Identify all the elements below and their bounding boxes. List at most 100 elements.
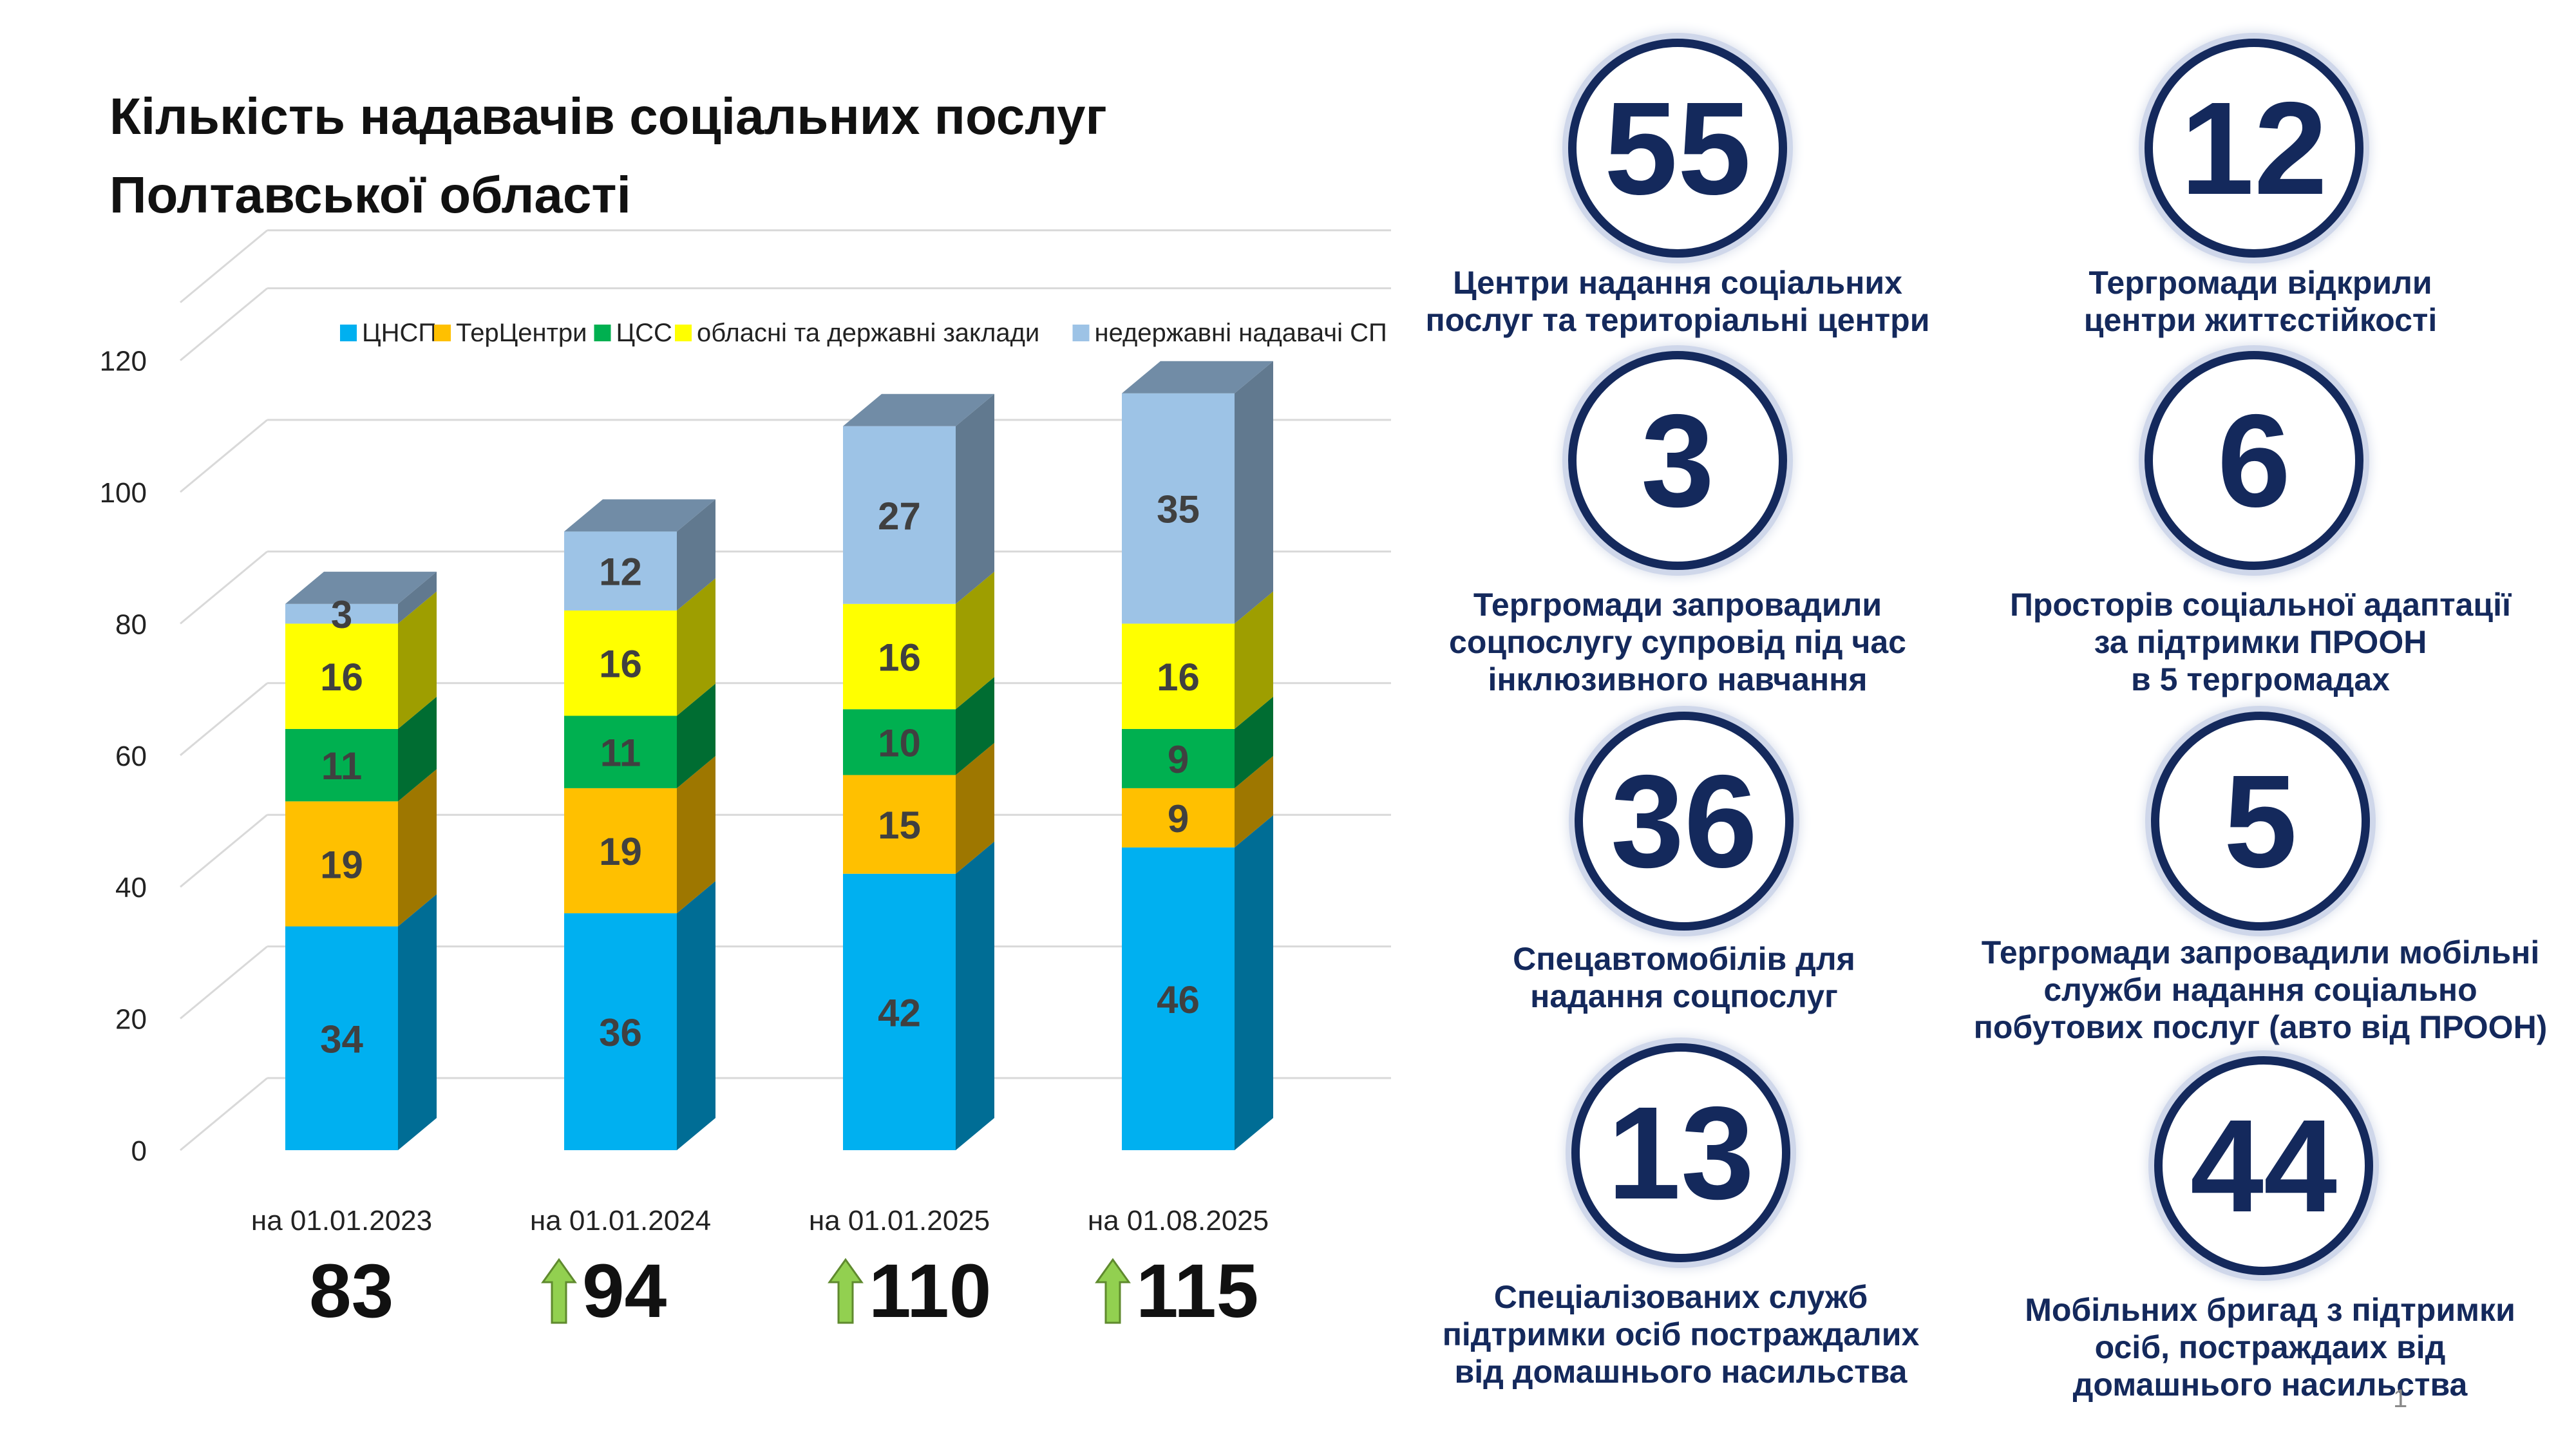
bar-segment-front — [843, 709, 956, 775]
legend-label: обласні та державні заклади — [697, 319, 1039, 347]
stat-label-adaptation: Просторів соціальної адаптації за підтри… — [1964, 586, 2557, 698]
bar-top-face — [1122, 361, 1273, 393]
bar-segment-обласні та державні заклади: 16 — [564, 578, 715, 716]
stat-circle-resilience: 12 — [2145, 39, 2363, 258]
stat-circle-mobile-services: 5 — [2151, 712, 2370, 931]
bar-segment-side — [398, 571, 437, 624]
bar-segment-front — [564, 531, 677, 611]
gridline-diagonal — [180, 682, 268, 756]
bar-segment-ТерЦентри: 19 — [564, 755, 715, 914]
stat-label-line: Просторів соціальної адаптації — [2009, 587, 2512, 623]
y-tick-label: 20 — [115, 1004, 147, 1036]
legend-swatch — [594, 325, 611, 341]
bar-segment-side — [956, 393, 994, 604]
bar-segment-ЦНСП: 42 — [843, 841, 994, 1150]
stat-label-line: Спецавтомобілів для — [1513, 941, 1855, 977]
bar-data-label: 15 — [878, 804, 921, 847]
bar-data-label: 27 — [878, 495, 921, 538]
stat-circle-inclusive: 3 — [1568, 351, 1787, 570]
stat-label-line: побутових послуг (авто від ПРООН) — [1973, 1009, 2548, 1045]
bar-segment-side — [1235, 755, 1273, 848]
title-line-2: Полтавської області — [109, 166, 631, 223]
bar-top-face — [564, 499, 715, 532]
stat-label-line: Спеціалізованих служб — [1493, 1279, 1868, 1315]
bar-segment-side — [677, 881, 715, 1150]
x-tick-label: на 01.08.2025 — [1088, 1205, 1269, 1236]
stat-label-line: Тергромади запровадили — [1473, 587, 1882, 623]
bar-segment-side — [1235, 361, 1273, 624]
bar-segment-side — [956, 677, 994, 775]
bar-segment-front — [285, 728, 398, 802]
bar-segment-front — [285, 801, 398, 927]
bar-segment-front — [843, 775, 956, 874]
bar-data-label: 9 — [1168, 738, 1189, 781]
x-tick-label: на 01.01.2024 — [530, 1205, 711, 1236]
stat-number: 44 — [2190, 1092, 2338, 1240]
y-tick-label: 100 — [100, 477, 147, 509]
bar-segment-side — [677, 683, 715, 788]
bar-segment-front — [843, 603, 956, 710]
bar-data-label: 34 — [320, 1018, 363, 1061]
up-arrow-icon — [828, 1258, 864, 1324]
gridline-diagonal — [180, 551, 268, 625]
stat-label-line: в 5 тергромадах — [2131, 661, 2390, 697]
total-value: 110 — [869, 1249, 992, 1334]
bar-segment-обласні та державні заклади: 16 — [285, 591, 437, 729]
legend-item: ЦСС — [594, 319, 672, 347]
legend-label: недержавні надавачі СП — [1095, 319, 1387, 347]
bar-segment-side — [1235, 591, 1273, 729]
bar-segment-front — [843, 873, 956, 1150]
bar-segment-недержавні надавачі СП: 12 — [564, 499, 715, 611]
stat-label-violence-services: Спеціалізованих служб підтримки осіб пос… — [1385, 1278, 1977, 1390]
gridline-diagonal — [180, 814, 268, 888]
bar-segment-front — [843, 426, 956, 604]
bar-segment-ТерЦентри: 9 — [1122, 755, 1273, 848]
bar-segment-side — [956, 841, 994, 1150]
bar-segment-ТерЦентри: 15 — [843, 743, 994, 874]
bar-segment-front — [1122, 623, 1235, 729]
stat-circle-mobile-teams: 44 — [2154, 1056, 2373, 1275]
bar-segment-ЦСС: 11 — [285, 696, 437, 802]
stat-label-line: від домашнього насильства — [1454, 1354, 1908, 1390]
stat-number: 12 — [2180, 74, 2328, 222]
stat-number: 5 — [2223, 747, 2297, 895]
bar-data-label: 16 — [320, 656, 363, 699]
bar-segment-ЦСС: 9 — [1122, 696, 1273, 788]
legend-item: ТерЦентри — [434, 319, 587, 347]
stat-label-line: Мобільних бригад з підтримки — [2025, 1292, 2515, 1328]
stat-label-mobile-services: Тергромади запровадили мобільні служби н… — [1964, 934, 2557, 1046]
bar-data-label: 46 — [1157, 978, 1200, 1021]
legend-item: обласні та державні заклади — [675, 319, 1039, 347]
stat-label-line: Тергромади відкрили — [2088, 265, 2432, 301]
x-tick-label: на 01.01.2025 — [809, 1205, 990, 1236]
bar-segment-front — [1122, 728, 1235, 788]
stat-label-line: соцпослугу супровід під час — [1449, 624, 1906, 660]
total-value: 115 — [1136, 1249, 1259, 1334]
bar-segment-side — [677, 578, 715, 716]
stat-label-mobile-teams: Мобільних бригад з підтримки осіб, постр… — [1974, 1291, 2566, 1403]
chart-legend: ЦНСП ТерЦентри ЦСС обласні та державні закл… — [340, 319, 1387, 347]
legend-item: недержавні надавачі СП — [1072, 319, 1387, 347]
bar-segment-недержавні надавачі СП: 3 — [285, 571, 437, 636]
stat-label-line: інклюзивного навчання — [1488, 661, 1868, 697]
bar-segment-front — [564, 715, 677, 788]
bar-data-label: 16 — [599, 643, 642, 686]
total-2025-jan: 110 — [828, 1249, 991, 1333]
stat-label-line: домашнього насильства — [2072, 1367, 2468, 1403]
legend-swatch — [675, 325, 692, 341]
y-tick-label: 60 — [115, 741, 147, 772]
chart-bars: 34 19 11 16 3 36 19 11 16 12 42 15 10 16 27 46 9 9 16 35 — [285, 361, 1273, 1150]
bar-data-label: 9 — [1168, 797, 1189, 840]
bar-data-label: 3 — [331, 593, 352, 636]
bar-segment-front — [1122, 788, 1235, 848]
bar-top-face — [285, 571, 437, 604]
legend-label: ТерЦентри — [456, 319, 587, 347]
bar-segment-front — [1122, 393, 1235, 624]
legend-item: ЦНСП — [340, 319, 437, 347]
bar-segment-ЦНСП: 34 — [285, 894, 437, 1150]
bar-data-label: 35 — [1157, 488, 1200, 531]
bar-segment-ЦСС: 11 — [564, 683, 715, 788]
y-tick-label: 80 — [115, 609, 147, 640]
bar-segment-обласні та державні заклади: 16 — [843, 571, 994, 710]
stat-number: 6 — [2217, 386, 2291, 535]
